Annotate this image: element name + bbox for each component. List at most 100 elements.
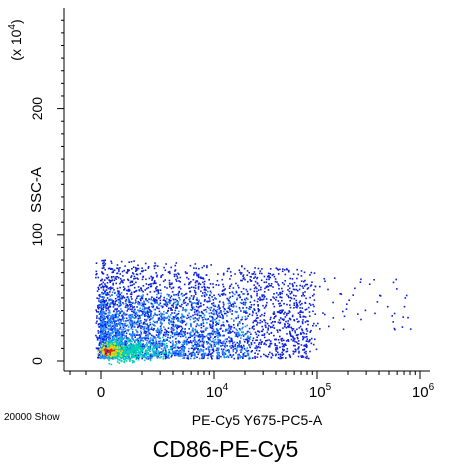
density-point-mid (156, 293, 158, 296)
density-point-low (293, 319, 295, 321)
density-point-low (252, 273, 255, 275)
density-point-low (144, 303, 147, 306)
density-point-low (254, 280, 257, 283)
density-point-mid (103, 327, 105, 329)
density-point-mid (212, 340, 215, 342)
density-point-mid (199, 350, 201, 352)
density-point-low (98, 336, 101, 339)
density-point-low (270, 299, 272, 301)
density-point-low (281, 282, 284, 284)
density-point-mid (124, 322, 127, 325)
density-point-midhigh (129, 360, 131, 362)
density-point-mid (172, 342, 174, 344)
density-point-low (181, 319, 183, 322)
density-point-low (301, 321, 304, 323)
density-point-low (295, 285, 298, 287)
density-point-mid (140, 338, 143, 341)
density-point-low (223, 289, 226, 291)
density-point-mid (228, 351, 230, 353)
density-point-low (103, 299, 106, 302)
density-point-low (171, 312, 173, 314)
density-point-low (228, 308, 231, 311)
density-point-mid (109, 312, 111, 314)
density-point-low (304, 345, 307, 347)
density-point-low (193, 332, 196, 335)
density-point-low (195, 305, 198, 308)
density-point-low (170, 330, 173, 332)
density-point-midhigh (121, 356, 124, 359)
density-point-low (236, 298, 238, 301)
density-point-mid (163, 310, 165, 313)
density-point-mid (178, 297, 180, 299)
density-point-low (174, 307, 177, 309)
density-point-low (136, 273, 139, 276)
density-point-low (304, 309, 307, 311)
density-point-low (311, 281, 313, 283)
density-point-low (240, 319, 242, 321)
density-point-low (114, 334, 117, 337)
density-point-low (126, 296, 128, 299)
density-point-low (142, 311, 144, 313)
density-point-mid (179, 298, 181, 301)
density-point-mid (152, 320, 155, 323)
density-point-low (117, 276, 120, 279)
density-point-low (156, 331, 159, 333)
density-point-mid (119, 303, 122, 306)
density-point-mid (157, 327, 159, 330)
density-point-low (113, 279, 116, 282)
density-point-mid (132, 301, 134, 304)
density-point-low (214, 297, 216, 299)
density-point-low (197, 319, 200, 322)
density-point-mid (160, 324, 163, 327)
density-point-low (167, 271, 170, 274)
density-point-low (134, 336, 136, 338)
density-point-low (172, 324, 175, 326)
density-point-low (98, 347, 100, 349)
density-point-mid (160, 352, 163, 355)
density-point-midhigh (115, 357, 117, 360)
density-point-mid (120, 320, 122, 322)
density-point-mid (122, 303, 125, 305)
density-point-low (201, 345, 204, 347)
density-point-low (294, 344, 296, 347)
density-point-low (174, 352, 177, 355)
density-point-midhigh (122, 351, 125, 354)
y-multiplier-base: (x 10 (8, 29, 24, 60)
density-point-mid (173, 318, 175, 321)
density-point-low (155, 334, 158, 336)
density-point-mid (116, 324, 118, 326)
density-point-low (123, 269, 125, 272)
density-point-low (176, 300, 178, 302)
density-point-low (136, 321, 138, 324)
density-point-low (104, 346, 107, 349)
density-point-low (280, 357, 282, 360)
density-point-mid (208, 334, 211, 336)
density-point-low (119, 282, 121, 285)
density-point-midhigh (119, 344, 121, 346)
density-point-mid (101, 312, 104, 315)
density-point-low (109, 281, 111, 283)
density-point-low (235, 282, 237, 285)
density-point-midhigh (125, 352, 127, 355)
event-count-label: 20000 Show (4, 412, 60, 423)
density-point-mid (188, 312, 190, 315)
density-point-low (216, 314, 219, 316)
density-point-low (114, 315, 117, 317)
density-point-low (250, 333, 252, 335)
density-point-mid (177, 334, 180, 337)
density-point-low (292, 344, 295, 347)
density-point-low (266, 275, 269, 278)
density-point-mid (130, 334, 132, 337)
density-point-mid (160, 313, 163, 316)
density-point-low (118, 314, 121, 317)
density-point-midhigh (116, 343, 119, 345)
density-point-mid (100, 346, 103, 349)
density-point-low (246, 270, 249, 272)
density-point-mid (100, 355, 103, 357)
density-point-low (297, 337, 299, 340)
density-point-mid (100, 333, 103, 335)
density-point-mid (100, 300, 102, 302)
density-point-mid (209, 339, 211, 342)
density-point-low (231, 295, 234, 297)
density-point-mid (182, 357, 185, 359)
